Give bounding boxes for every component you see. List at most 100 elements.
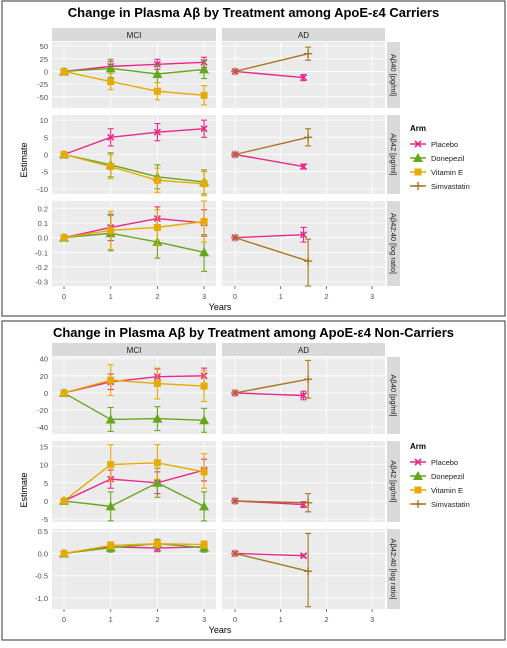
legend-label: Placebo <box>431 140 458 149</box>
x-tick-label: 1 <box>279 292 283 301</box>
facet-label-ad: AD <box>298 31 309 40</box>
x-tick-label: 3 <box>202 615 206 624</box>
series-line-vitamin-e <box>63 220 205 239</box>
legend-label: Donepezil <box>431 154 465 163</box>
series-line-simvastatin <box>234 500 309 504</box>
series-line-donepezil <box>63 392 205 422</box>
row-strip <box>387 42 400 108</box>
y-tick-label: -50 <box>37 93 48 102</box>
y-tick-label: 0.2 <box>38 204 48 213</box>
series-line-placebo <box>63 61 205 73</box>
data-point <box>107 133 115 141</box>
data-point <box>200 382 208 390</box>
data-point <box>152 413 163 423</box>
chart-title: Change in Plasma Aβ by Treatment among A… <box>68 5 439 20</box>
y-axis-label: Estimate <box>19 472 29 507</box>
series-line-placebo <box>63 128 205 156</box>
legend-title: Arm <box>410 442 426 451</box>
y-tick-label: 0 <box>44 497 48 506</box>
x-tick-label: 1 <box>109 292 113 301</box>
data-point <box>60 67 68 75</box>
x-tick-label: 2 <box>324 615 328 624</box>
legend-key-marker <box>414 486 422 494</box>
legend-key-marker <box>414 458 422 466</box>
data-point <box>107 78 115 86</box>
series-line-placebo <box>63 469 205 502</box>
data-point <box>105 414 116 424</box>
data-point <box>107 376 115 384</box>
data-point <box>200 218 208 226</box>
x-tick-label: 1 <box>109 615 113 624</box>
data-point <box>199 247 210 257</box>
facet-strip <box>52 28 216 41</box>
data-point <box>153 176 161 184</box>
facet-strip <box>52 343 216 356</box>
data-point <box>200 468 208 476</box>
y-tick-label: 0.0 <box>38 549 48 558</box>
data-point <box>299 231 308 239</box>
x-tick-label: 3 <box>370 615 374 624</box>
series-line-vitamin-e <box>63 542 205 555</box>
data-point <box>153 380 161 388</box>
x-tick-label: 0 <box>62 292 66 301</box>
legend-key-marker <box>414 168 422 176</box>
panel-background <box>222 201 385 286</box>
series-line-vitamin-e <box>63 70 205 97</box>
x-tick-label: 0 <box>233 292 237 301</box>
y-tick-label: 20 <box>40 372 48 381</box>
facet-strip <box>222 28 385 41</box>
y-tick-label: -0.1 <box>35 248 48 257</box>
y-tick-label: -5 <box>41 168 48 177</box>
y-tick-label: 10 <box>40 116 48 125</box>
x-axis-label: Years <box>209 625 232 635</box>
y-tick-label: -0.3 <box>35 278 48 287</box>
x-tick-label: 1 <box>279 615 283 624</box>
data-point <box>299 73 308 82</box>
row-strip <box>387 441 400 522</box>
legend-key-marker <box>413 471 423 480</box>
series-line-placebo <box>234 153 304 168</box>
legend-label: Vitamin E <box>431 168 463 177</box>
legend-label: Placebo <box>431 458 458 467</box>
y-tick-label: -20 <box>37 406 48 415</box>
y-tick-label: 15 <box>40 442 48 451</box>
row-strip-label: Aβ42:40 [log ratio] <box>389 538 398 599</box>
panel-background <box>52 201 216 286</box>
x-tick-label: 0 <box>233 615 237 624</box>
data-point <box>153 459 161 467</box>
data-point <box>153 223 161 231</box>
y-tick-label: -0.2 <box>35 263 48 272</box>
data-point <box>153 87 161 95</box>
series-line-vitamin-e <box>63 153 205 185</box>
data-point <box>299 552 308 560</box>
data-point <box>153 60 161 68</box>
y-tick-label: -40 <box>37 423 48 432</box>
data-point <box>199 64 210 74</box>
panel-background <box>222 441 385 522</box>
x-tick-label: 3 <box>202 292 206 301</box>
legend-label: Simvastatin <box>431 182 470 191</box>
x-tick-label: 2 <box>155 615 159 624</box>
row-strip <box>387 357 400 434</box>
y-tick-label: -5 <box>41 515 48 524</box>
data-point <box>60 549 68 557</box>
legend-label: Vitamin E <box>431 486 463 495</box>
row-strip <box>387 115 400 194</box>
data-point <box>60 234 68 242</box>
series-line-placebo <box>234 392 304 397</box>
series-line-placebo <box>234 70 304 79</box>
series-line-donepezil <box>63 153 205 183</box>
data-point <box>153 128 161 136</box>
facet-label-ad: AD <box>298 346 309 355</box>
y-tick-label: 5 <box>44 133 48 142</box>
data-point <box>60 151 68 158</box>
legend-key-marker <box>413 153 423 162</box>
y-tick-label: 40 <box>40 355 48 364</box>
data-point <box>200 125 208 133</box>
data-point <box>105 501 116 511</box>
series-line-placebo <box>63 375 205 394</box>
series-line-placebo <box>234 552 304 557</box>
data-point <box>152 68 163 78</box>
